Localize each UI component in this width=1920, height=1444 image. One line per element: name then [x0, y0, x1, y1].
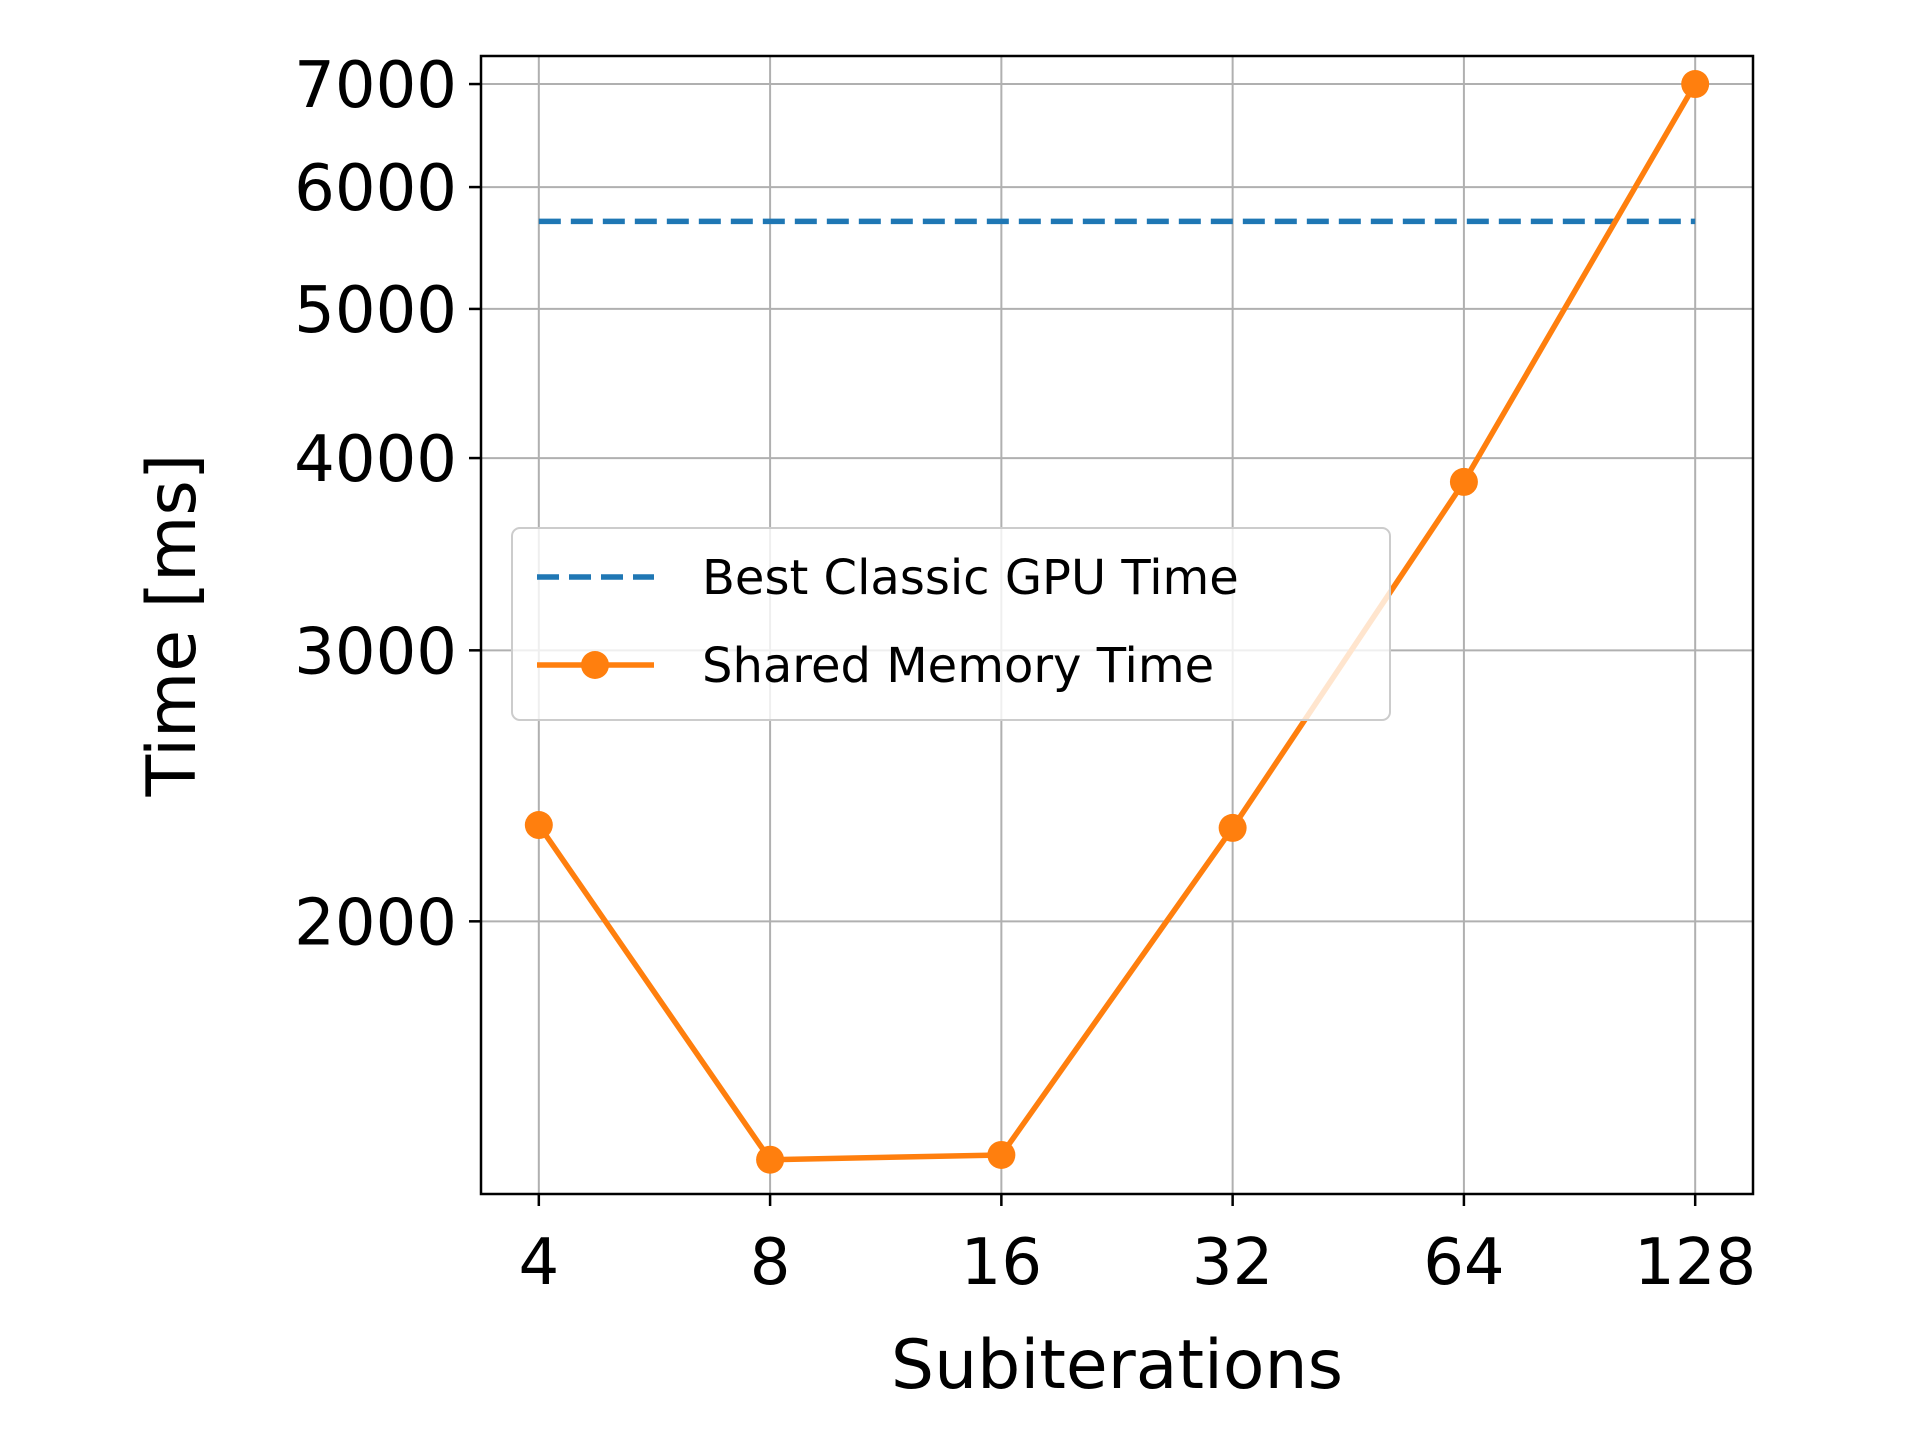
grid-layer	[481, 56, 1753, 1194]
data-point-shared-memory-time	[1218, 813, 1247, 842]
y-axis-label: Time [ms]	[133, 454, 212, 798]
y-tick-label: 2000	[294, 886, 457, 960]
x-tick-label: 128	[1634, 1226, 1756, 1300]
x-tick-label: 16	[961, 1226, 1042, 1300]
legend-marker-shared-memory-time	[581, 651, 609, 679]
data-point-shared-memory-time	[1681, 70, 1710, 99]
series-line-shared-memory-time	[536, 82, 1698, 1163]
x-tick-label: 32	[1192, 1226, 1273, 1300]
y-tick-label: 3000	[294, 615, 457, 689]
legend-label-shared-memory-time: Shared Memory Time	[702, 638, 1214, 694]
legend-box	[511, 527, 1391, 721]
legend: Best Classic GPU Time Shared Memory Time	[511, 527, 1391, 721]
data-point-shared-memory-time	[987, 1140, 1016, 1169]
x-axis-label: Subiterations	[891, 1326, 1343, 1405]
data-point-shared-memory-time	[524, 811, 553, 840]
x-tick-label: 4	[518, 1226, 559, 1300]
plot-frame	[479, 54, 1755, 1196]
series-layer	[524, 70, 1710, 1174]
x-tick-label: 8	[750, 1226, 791, 1300]
x-tick-label: 64	[1423, 1226, 1504, 1300]
y-tick-label: 4000	[294, 423, 457, 497]
legend-label-best-classic-gpu-time: Best Classic GPU Time	[702, 550, 1239, 606]
y-tick-label: 5000	[294, 274, 457, 348]
y-tick-label: 7000	[294, 49, 457, 123]
tick-layer: 4 8 16 32 64 128 2000 3000 4000 5000 6000 7000	[294, 49, 1756, 1300]
data-point-shared-memory-time	[756, 1145, 785, 1174]
y-tick-label: 6000	[294, 152, 457, 226]
data-point-shared-memory-time	[1449, 467, 1478, 496]
